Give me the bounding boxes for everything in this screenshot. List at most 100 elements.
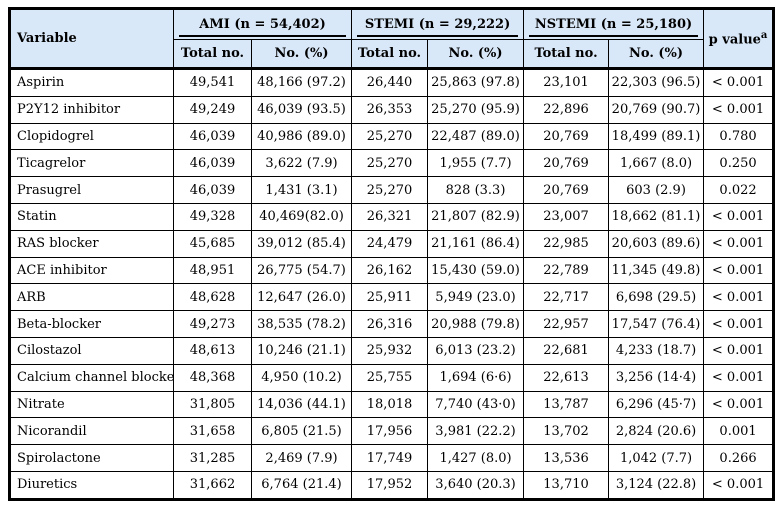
cell-stemi-total: 25,270	[351, 176, 429, 204]
cell-stemi-pct: 1,955 (7.7)	[427, 149, 525, 178]
table-row: Clopidogrel 46,039 40,986 (89.0) 25,270 …	[9, 122, 775, 151]
cell-stemi-pct: 6,013 (23.2)	[427, 336, 525, 365]
cell-variable: Nicorandil	[9, 417, 174, 446]
cell-p-value: < 0.001	[703, 336, 775, 365]
cell-ami-total: 48,951	[173, 256, 252, 285]
header-group-nstemi-label: NSTEMI (n = 25,180)	[529, 17, 699, 37]
cell-stemi-total: 25,755	[351, 363, 429, 392]
cell-p-value: < 0.001	[703, 390, 775, 419]
cell-ami-pct: 26,775 (54.7)	[250, 256, 353, 285]
cell-nstemi-pct: 18,662 (81.1)	[608, 202, 705, 231]
cell-ami-total: 31,805	[173, 390, 252, 419]
cell-nstemi-pct: 6,296 (45·7)	[608, 390, 705, 419]
header-p-value-footnote-marker: a	[760, 29, 768, 41]
cell-stemi-pct: 1,427 (8.0)	[427, 444, 525, 472]
cell-nstemi-pct: 17,547 (76.4)	[608, 310, 705, 338]
cell-ami-pct: 38,535 (78.2)	[250, 310, 353, 338]
cell-stemi-total: 17,952	[351, 470, 429, 500]
cell-stemi-pct: 15,430 (59.0)	[427, 256, 525, 285]
cell-stemi-total: 25,270	[351, 149, 429, 178]
cell-nstemi-pct: 1,667 (8.0)	[608, 149, 705, 178]
table-row: Nicorandil 31,658 6,805 (21.5) 17,956 3,…	[9, 417, 775, 446]
cell-p-value: < 0.001	[703, 229, 775, 258]
header-group-stemi-label: STEMI (n = 29,222)	[357, 17, 519, 37]
cell-nstemi-total: 23,101	[523, 68, 610, 97]
cell-nstemi-pct: 1,042 (7.7)	[608, 444, 705, 472]
cell-stemi-pct: 22,487 (89.0)	[427, 122, 525, 151]
cell-stemi-total: 26,321	[351, 202, 429, 231]
cell-stemi-pct: 3,640 (20.3)	[427, 470, 525, 500]
cell-nstemi-pct: 20,603 (89.6)	[608, 229, 705, 258]
header-group-ami: AMI (n = 54,402)	[172, 8, 353, 40]
cell-ami-total: 45,685	[173, 229, 252, 258]
header-nstemi-total: Total no.	[523, 39, 610, 69]
table-row: Nitrate 31,805 14,036 (44.1) 18,018 7,74…	[9, 390, 775, 419]
cell-p-value: < 0.001	[703, 363, 775, 392]
cell-ami-total: 31,662	[173, 470, 252, 500]
cell-ami-pct: 1,431 (3.1)	[250, 176, 353, 204]
cell-stemi-total: 18,018	[351, 390, 429, 419]
cell-nstemi-total: 20,769	[523, 149, 610, 178]
cell-p-value: < 0.001	[703, 68, 775, 97]
cell-nstemi-total: 23,007	[523, 202, 610, 231]
cell-nstemi-total: 22,896	[523, 95, 610, 124]
cell-stemi-total: 25,270	[351, 122, 429, 151]
cell-variable: Prasugrel	[9, 176, 174, 204]
cell-nstemi-pct: 18,499 (89.1)	[608, 122, 705, 151]
cell-p-value: 0.266	[703, 444, 775, 472]
cell-ami-total: 46,039	[173, 122, 252, 151]
cell-nstemi-pct: 2,824 (20.6)	[608, 417, 705, 446]
cell-ami-total: 49,273	[173, 310, 252, 338]
cell-p-value: < 0.001	[703, 310, 775, 338]
cell-ami-pct: 40,469(82.0)	[250, 202, 353, 231]
cell-stemi-pct: 1,694 (6·6)	[427, 363, 525, 392]
cell-stemi-total: 24,479	[351, 229, 429, 258]
cell-stemi-pct: 25,863 (97.8)	[427, 68, 525, 97]
cell-nstemi-total: 13,710	[523, 470, 610, 500]
cell-p-value: < 0.001	[703, 202, 775, 231]
cell-nstemi-pct: 6,698 (29.5)	[608, 283, 705, 312]
cell-stemi-total: 17,956	[351, 417, 429, 446]
cell-ami-total: 46,039	[173, 176, 252, 204]
table-row: Beta-blocker 49,273 38,535 (78.2) 26,316…	[9, 310, 775, 338]
cell-variable: Spirolactone	[9, 444, 174, 472]
cell-stemi-total: 17,749	[351, 444, 429, 472]
cell-p-value: < 0.001	[703, 470, 775, 500]
cell-nstemi-pct: 20,769 (90.7)	[608, 95, 705, 124]
cell-p-value: 0.250	[703, 149, 775, 178]
header-ami-pct: No. (%)	[250, 39, 353, 69]
header-group-nstemi: NSTEMI (n = 25,180)	[523, 8, 705, 40]
cell-stemi-total: 26,316	[351, 310, 429, 338]
cell-ami-pct: 48,166 (97.2)	[250, 68, 353, 97]
cell-stemi-pct: 25,270 (95.9)	[427, 95, 525, 124]
cell-variable: Clopidogrel	[9, 122, 174, 151]
table-row: Calcium channel blocker 48,368 4,950 (10…	[9, 363, 775, 392]
header-group-ami-label: AMI (n = 54,402)	[179, 17, 347, 37]
cell-p-value: < 0.001	[703, 95, 775, 124]
header-group-stemi: STEMI (n = 29,222)	[351, 8, 525, 40]
table-row: Statin 49,328 40,469(82.0) 26,321 21,807…	[9, 202, 775, 231]
cell-p-value: 0.780	[703, 122, 775, 151]
cell-nstemi-pct: 22,303 (96.5)	[608, 68, 705, 97]
cell-variable: Calcium channel blocker	[9, 363, 174, 392]
cell-ami-pct: 6,805 (21.5)	[250, 417, 353, 446]
header-variable: Variable	[9, 8, 174, 69]
cell-ami-pct: 10,246 (21.1)	[250, 336, 353, 365]
cell-ami-pct: 12,647 (26.0)	[250, 283, 353, 312]
cell-nstemi-total: 13,787	[523, 390, 610, 419]
cell-p-value: 0.022	[703, 176, 775, 204]
cell-nstemi-pct: 11,345 (49.8)	[608, 256, 705, 285]
cell-ami-pct: 3,622 (7.9)	[250, 149, 353, 178]
header-ami-total: Total no.	[173, 39, 252, 69]
cell-variable: Cilostazol	[9, 336, 174, 365]
header-stemi-total: Total no.	[351, 39, 429, 69]
cell-stemi-pct: 21,161 (86.4)	[427, 229, 525, 258]
header-p-value: p valuea	[703, 8, 775, 69]
cell-nstemi-total: 13,702	[523, 417, 610, 446]
cell-ami-total: 49,328	[173, 202, 252, 231]
header-nstemi-pct: No. (%)	[608, 39, 705, 69]
cell-nstemi-pct: 3,124 (22.8)	[608, 470, 705, 500]
cell-stemi-total: 26,162	[351, 256, 429, 285]
cell-nstemi-total: 22,681	[523, 336, 610, 365]
